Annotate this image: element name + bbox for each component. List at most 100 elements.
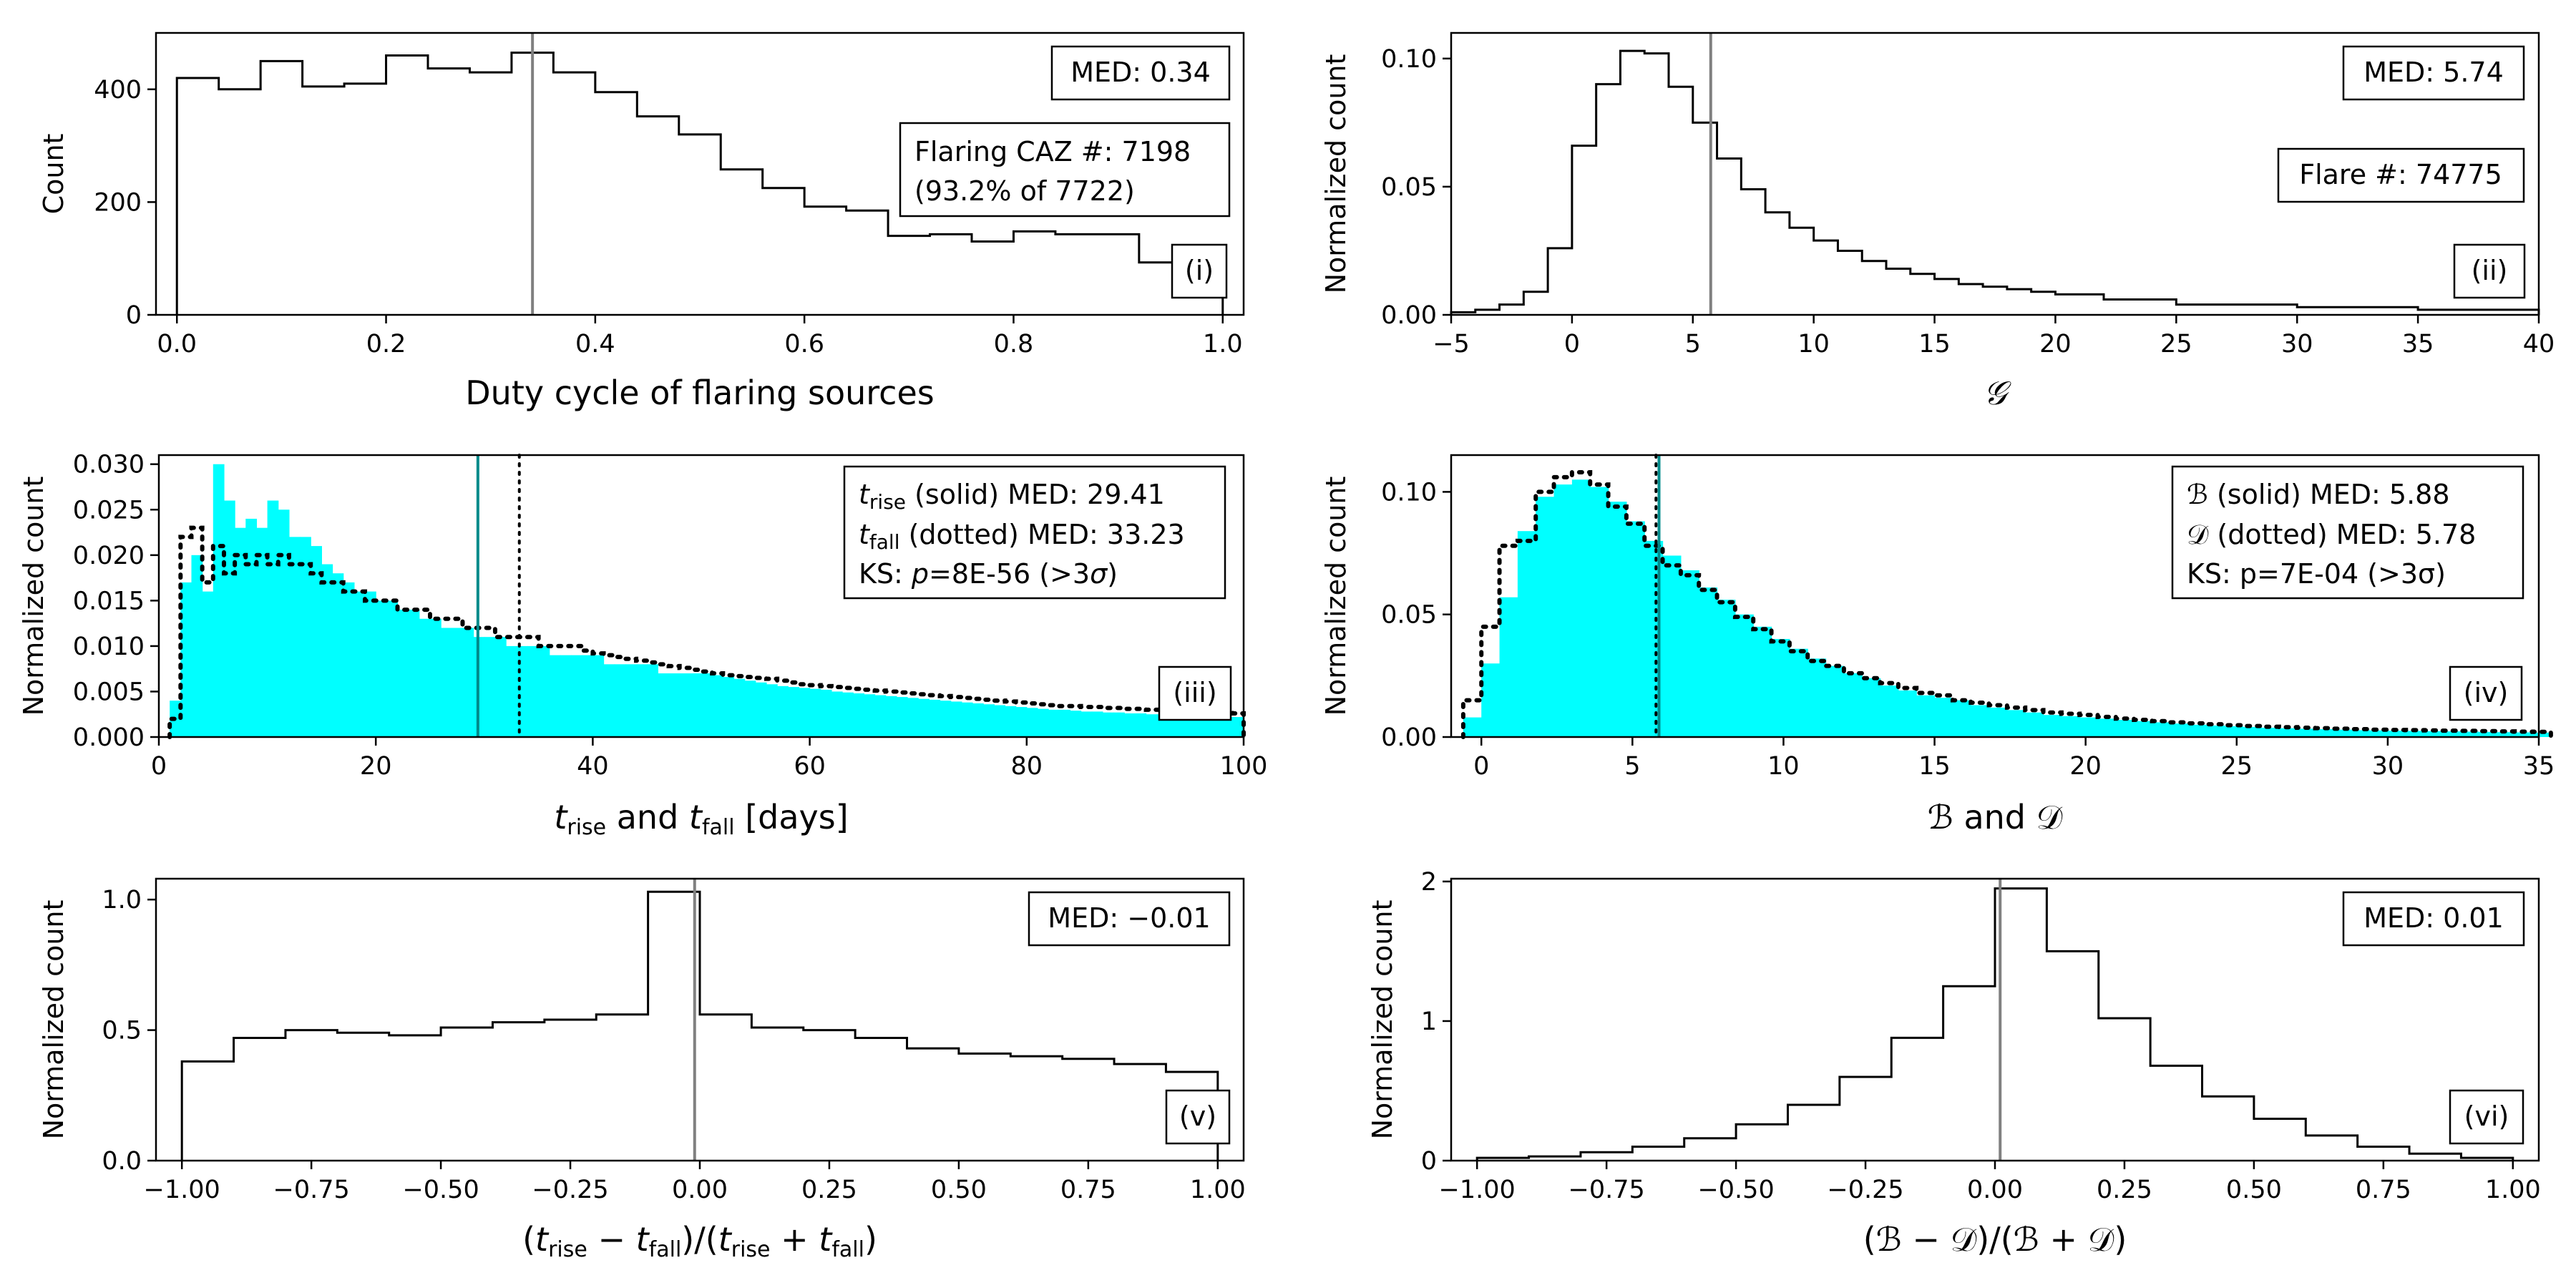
y-tick-label: 1.0 [102,886,142,914]
panel-4-bar [1735,614,1754,737]
y-tick-label: 1 [1421,1008,1437,1036]
panel-v-ylabel: Normalized count [38,900,69,1140]
panel-iii-info-box: trise (solid) MED: 29.41 tfall (dotted) … [843,465,1226,600]
panel-vi-tag-box: (vi) [2449,1089,2524,1145]
panel-3-bar [1091,711,1103,737]
panel-vi-xlabel: (ℬ − 𝒟)/(ℬ + 𝒟) [1863,1220,2127,1259]
x-tick-label: −0.50 [1697,1176,1774,1204]
panel-3-bar [353,591,366,737]
panel-3-bar [625,664,637,737]
x-tick-label: 0.00 [672,1176,728,1204]
panel-3-bar [972,703,984,737]
panel-3-bar [994,705,1006,737]
panel-v-tag-box: (v) [1165,1089,1231,1145]
panel-vi-tag: (vi) [2464,1101,2509,1132]
x-tick-label: 20 [2039,330,2072,358]
panel-3-bar [430,618,441,737]
panel-i-tag: (i) [1185,255,1214,286]
panel-3-bar [961,702,973,737]
panel-v-xlabel: (trise − tfall)/(trise + tfall) [522,1220,877,1262]
panel-3-bar [1200,716,1212,737]
panel-v-median-label: MED: −0.01 [1048,902,1210,934]
panel-v-ticks: −1.00 −0.75 −0.50 −0.25 0.00 0.25 0.50 0.75 1.00… [102,886,1245,1204]
x-tick-label: 10 [1797,330,1830,358]
y-tick-label: 0.10 [1381,45,1437,74]
panel-iv-info-line2: 𝒟 (dotted) MED: 5.78 [2187,519,2476,550]
panel-ii-median-box: MED: 5.74 [2342,45,2525,101]
x-tick-label: 40 [2523,330,2555,358]
panel-i-info-line1: Flaring CAZ #: 7198 [914,136,1191,167]
x-tick-label: 0 [151,752,167,781]
panel-4-bar [2496,732,2515,737]
panel-3-bar [668,673,680,737]
panel-4-bar [2025,712,2044,737]
panel-3-bar [1135,713,1147,737]
x-tick-label: 100 [1220,752,1268,781]
panel-ii-frame [1450,31,2540,316]
panel-3-bar [527,645,540,737]
panel-iii-ticks: 0 20 40 60 80 100 0.000 0.005 0.010 0.015 0.020 0.0… [73,451,1268,781]
panel-3-bar [300,537,311,737]
panel-4-bar [1717,600,1736,737]
panel-iv: 0 5 10 15 20 25 30 35 0.00 0.05 0.10 Normalized co… [1320,454,2555,836]
panel-vi-median-label: MED: 0.01 [2363,902,2504,934]
y-tick-label: 0.025 [73,496,145,525]
panel-3-bar [365,591,376,737]
panel-3-bar [288,537,301,737]
panel-3-bar [1005,706,1017,737]
panel-v-marks [180,879,1219,1161]
panel-4-bar [2170,723,2189,737]
x-tick-label: 5 [1624,752,1640,781]
panel-iii: 0 20 40 60 80 100 0.000 0.005 0.010 0.015 0.020 0.0… [18,451,1267,840]
panel-iii-tag: (iii) [1173,677,1216,708]
panel-vi-ticks: −1.00 −0.75 −0.50 −0.25 0.00 0.25 0.50 0.75 1.00… [1421,868,2541,1204]
y-tick-label: 0.005 [73,678,145,706]
panel-iv-info-line3: KS: p=7E-04 (>3σ) [2187,558,2446,590]
panel-3-bar [452,628,464,737]
panel-v-median-box: MED: −0.01 [1028,891,1231,947]
panel-ii-info-box: Flare #: 74775 [2277,147,2525,203]
panel-vi-marks [1475,879,2514,1161]
panel-3-bar [1059,709,1071,737]
panel-3-bar [1113,712,1125,737]
panel-4-bar [1590,487,1609,737]
x-tick-label: −0.25 [1827,1176,1903,1204]
panel-4-bar [1463,717,1482,737]
panel-iv-info-line1: ℬ (solid) MED: 5.88 [2187,479,2450,510]
panel-ii-info-line1: Flare #: 74775 [2299,159,2502,190]
panel-3-bar [658,673,670,737]
panel-4-bar [2206,725,2225,737]
panel-ii-ticks: −5 0 5 10 15 20 25 30 35 40 0.00 0.05 0.10 [1381,45,2555,358]
panel-iii-xlabel: trise and tfall [days] [554,798,848,840]
x-tick-label: 0.50 [931,1176,987,1204]
panel-3-bar [701,673,713,737]
panel-3-bar [494,637,507,737]
panel-3-bar [831,691,843,737]
panel-3-bar [1102,712,1114,737]
x-tick-label: 1.00 [2485,1176,2541,1204]
panel-4-bar [1517,531,1536,737]
panel-3-bar [885,696,897,737]
panel-4-bar [2043,715,2062,737]
panel-4-bar [2079,717,2099,737]
panel-5-histogram [180,890,1219,1161]
panel-3-bar [940,701,952,737]
panel-3-bar [419,618,431,737]
panel-4-bar [2188,724,2207,737]
panel-3-bar [788,687,800,737]
panel-i-tag-box: (i) [1171,243,1228,299]
x-tick-label: 20 [360,752,392,781]
panel-6-histogram [1475,887,2514,1161]
panel-3-bar [202,591,214,737]
x-tick-label: 1.00 [1190,1176,1246,1204]
panel-ii-marks [1450,33,2540,315]
x-tick-label: 0.0 [157,330,197,358]
panel-3-bar [744,680,756,737]
panel-4-bar [1626,521,1645,737]
y-tick-label: 200 [94,188,142,217]
x-tick-label: 0.00 [1967,1176,2023,1204]
panel-4-bar [1553,484,1573,737]
panel-4-bar [1843,673,1863,737]
panel-3-bar [549,655,561,737]
